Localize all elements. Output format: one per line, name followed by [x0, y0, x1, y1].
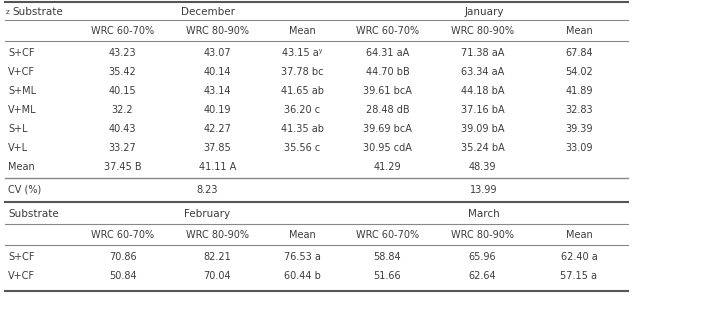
- Text: 43.15 aʸ: 43.15 aʸ: [283, 48, 323, 58]
- Text: December: December: [181, 7, 235, 17]
- Text: 39.09 bA: 39.09 bA: [460, 124, 504, 134]
- Text: z: z: [6, 9, 10, 15]
- Text: 36.20 c: 36.20 c: [285, 105, 321, 115]
- Text: 51.66: 51.66: [374, 271, 401, 281]
- Text: 39.61 bcA: 39.61 bcA: [363, 86, 412, 96]
- Text: WRC 60-70%: WRC 60-70%: [356, 230, 419, 240]
- Text: 28.48 dB: 28.48 dB: [366, 105, 409, 115]
- Text: February: February: [184, 209, 231, 219]
- Text: 44.18 bA: 44.18 bA: [460, 86, 504, 96]
- Text: 35.42: 35.42: [109, 67, 136, 77]
- Text: 8.23: 8.23: [197, 185, 218, 195]
- Text: 70.04: 70.04: [204, 271, 231, 281]
- Text: 42.27: 42.27: [204, 124, 231, 134]
- Text: 50.84: 50.84: [109, 271, 136, 281]
- Text: 62.64: 62.64: [469, 271, 496, 281]
- Text: 35.24 bA: 35.24 bA: [460, 143, 504, 153]
- Text: Mean: Mean: [289, 230, 316, 240]
- Text: 37.78 bc: 37.78 bc: [281, 67, 324, 77]
- Text: 76.53 a: 76.53 a: [284, 252, 321, 262]
- Text: 37.16 bA: 37.16 bA: [460, 105, 504, 115]
- Text: 48.39: 48.39: [469, 162, 496, 172]
- Text: 40.15: 40.15: [109, 86, 136, 96]
- Text: 70.86: 70.86: [109, 252, 136, 262]
- Text: WRC 80-90%: WRC 80-90%: [186, 230, 249, 240]
- Text: V+CF: V+CF: [8, 271, 35, 281]
- Text: V+ML: V+ML: [8, 105, 37, 115]
- Text: 63.34 aA: 63.34 aA: [461, 67, 504, 77]
- Text: 41.29: 41.29: [374, 162, 401, 172]
- Text: S+CF: S+CF: [8, 48, 34, 58]
- Text: 43.07: 43.07: [204, 48, 231, 58]
- Text: 64.31 aA: 64.31 aA: [366, 48, 409, 58]
- Text: 82.21: 82.21: [204, 252, 231, 262]
- Text: 32.2: 32.2: [112, 105, 134, 115]
- Text: Mean: Mean: [8, 162, 34, 172]
- Text: 57.15 a: 57.15 a: [560, 271, 598, 281]
- Text: 37.45 B: 37.45 B: [103, 162, 141, 172]
- Text: WRC 60-70%: WRC 60-70%: [91, 230, 154, 240]
- Text: 35.56 c: 35.56 c: [285, 143, 321, 153]
- Text: 60.44 b: 60.44 b: [284, 271, 321, 281]
- Text: March: March: [468, 209, 500, 219]
- Text: 43.23: 43.23: [109, 48, 136, 58]
- Text: V+CF: V+CF: [8, 67, 35, 77]
- Text: 67.84: 67.84: [565, 48, 593, 58]
- Text: 33.27: 33.27: [109, 143, 136, 153]
- Text: 71.38 aA: 71.38 aA: [460, 48, 504, 58]
- Text: 39.69 bcA: 39.69 bcA: [363, 124, 412, 134]
- Text: S+ML: S+ML: [8, 86, 36, 96]
- Text: 43.14: 43.14: [204, 86, 231, 96]
- Text: 44.70 bB: 44.70 bB: [366, 67, 409, 77]
- Text: V+L: V+L: [8, 143, 28, 153]
- Text: 41.89: 41.89: [565, 86, 593, 96]
- Text: January: January: [464, 7, 504, 17]
- Text: Mean: Mean: [289, 26, 316, 36]
- Text: 32.83: 32.83: [565, 105, 593, 115]
- Text: WRC 80-90%: WRC 80-90%: [186, 26, 249, 36]
- Text: WRC 80-90%: WRC 80-90%: [451, 230, 514, 240]
- Text: 37.85: 37.85: [204, 143, 231, 153]
- Text: 41.11 A: 41.11 A: [199, 162, 236, 172]
- Text: 40.19: 40.19: [204, 105, 231, 115]
- Text: S+L: S+L: [8, 124, 27, 134]
- Text: Substrate: Substrate: [8, 209, 59, 219]
- Text: 40.14: 40.14: [204, 67, 231, 77]
- Text: WRC 60-70%: WRC 60-70%: [356, 26, 419, 36]
- Text: 40.43: 40.43: [109, 124, 136, 134]
- Text: Substrate: Substrate: [12, 7, 63, 17]
- Text: 13.99: 13.99: [470, 185, 498, 195]
- Text: 65.96: 65.96: [469, 252, 496, 262]
- Text: 58.84: 58.84: [374, 252, 401, 262]
- Text: 62.40 a: 62.40 a: [560, 252, 598, 262]
- Text: 41.35 ab: 41.35 ab: [281, 124, 324, 134]
- Text: 41.65 ab: 41.65 ab: [281, 86, 324, 96]
- Text: Mean: Mean: [566, 230, 593, 240]
- Text: 30.95 cdA: 30.95 cdA: [363, 143, 412, 153]
- Text: 33.09: 33.09: [565, 143, 593, 153]
- Text: S+CF: S+CF: [8, 252, 34, 262]
- Text: 39.39: 39.39: [565, 124, 593, 134]
- Text: WRC 60-70%: WRC 60-70%: [91, 26, 154, 36]
- Text: WRC 80-90%: WRC 80-90%: [451, 26, 514, 36]
- Text: Mean: Mean: [566, 26, 593, 36]
- Text: CV (%): CV (%): [8, 185, 41, 195]
- Text: 54.02: 54.02: [565, 67, 593, 77]
